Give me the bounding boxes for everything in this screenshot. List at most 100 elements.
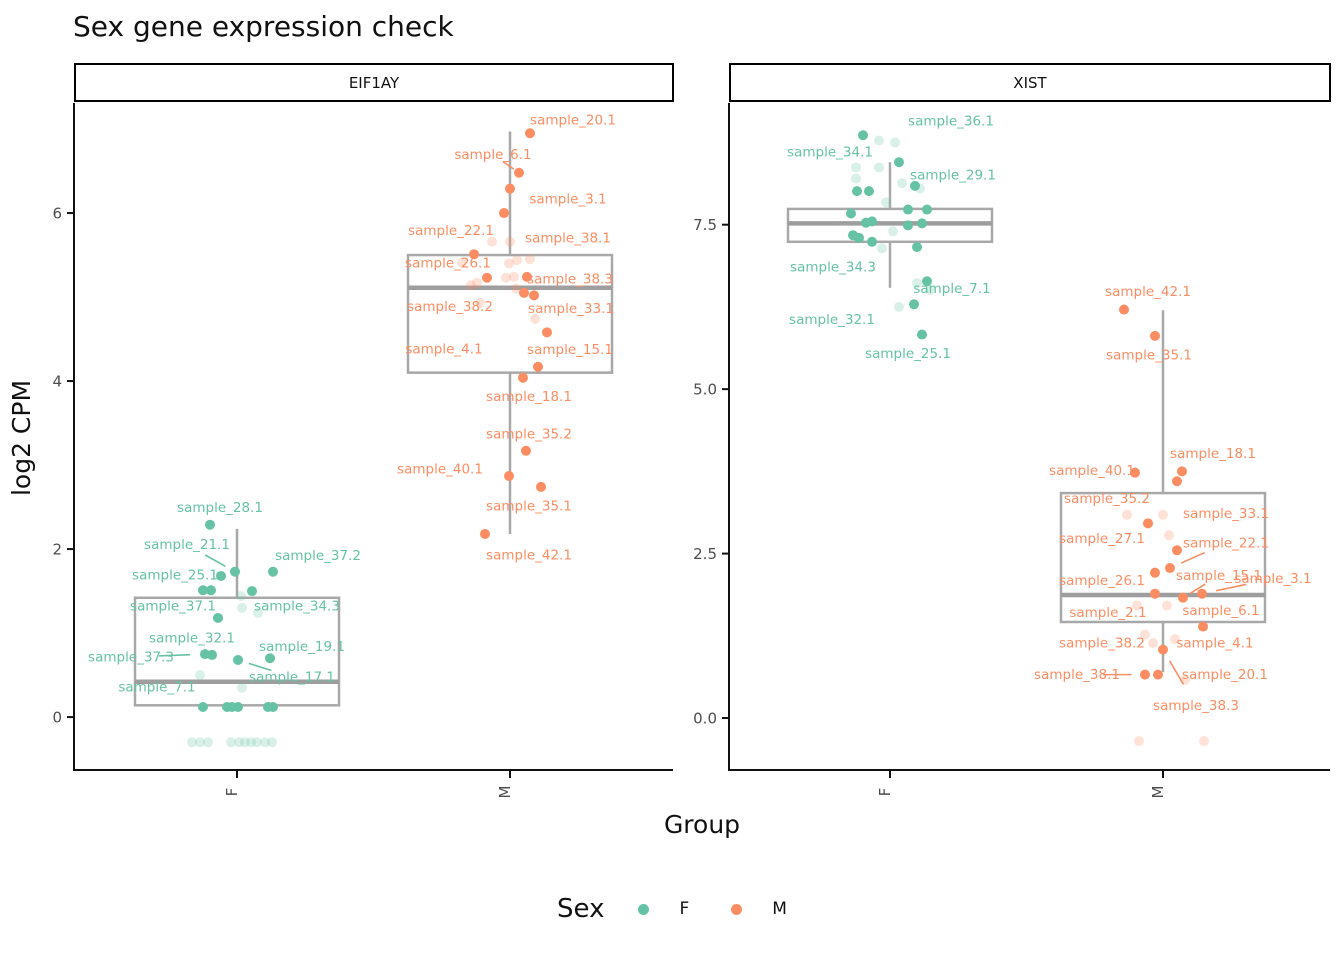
legend-item-m-label: M [772, 899, 787, 919]
point-label: sample_7.1 [118, 679, 195, 695]
data-point [457, 257, 467, 268]
data-point [894, 157, 904, 168]
data-point [1170, 634, 1180, 645]
data-point [1140, 629, 1150, 640]
point-label: sample_35.2 [486, 426, 572, 442]
data-point [514, 167, 524, 178]
data-point [912, 242, 922, 253]
point-label: sample_29.1 [910, 167, 996, 183]
x-tick-label: M [1149, 786, 1167, 799]
point-label: sample_20.1 [1182, 667, 1268, 683]
data-point [912, 278, 922, 289]
data-point [240, 737, 250, 748]
data-point [260, 737, 270, 748]
data-point [888, 226, 898, 237]
data-point [268, 566, 278, 577]
data-point [851, 162, 861, 173]
point-label: sample_2.1 [1069, 605, 1146, 621]
data-point [469, 249, 479, 260]
point-label: sample_35.2 [1064, 491, 1150, 507]
data-point [246, 737, 256, 748]
data-point [917, 218, 927, 229]
chart-title: Sex gene expression check [73, 10, 454, 43]
point-label: sample_42.1 [486, 547, 572, 563]
data-point [1122, 509, 1132, 520]
label-leader-line [1168, 660, 1185, 685]
point-label: sample_37.2 [275, 548, 361, 564]
label-leader-line [1180, 551, 1206, 564]
data-point [854, 232, 864, 243]
data-point [1153, 669, 1163, 680]
data-point [909, 299, 919, 310]
point-label: sample_38.1 [525, 231, 611, 247]
data-point [1134, 736, 1144, 747]
point-label: sample_26.1 [1059, 573, 1145, 589]
data-point [230, 566, 240, 577]
data-point [861, 217, 871, 228]
point-label: sample_40.1 [397, 461, 483, 477]
data-point [536, 481, 546, 492]
point-label: sample_32.1 [149, 630, 235, 646]
data-point [501, 272, 511, 283]
label-leader-line [159, 653, 191, 657]
data-point [1130, 467, 1140, 478]
data-point [851, 173, 861, 184]
point-label: sample_35.1 [486, 498, 572, 514]
data-point [226, 737, 236, 748]
data-point [529, 290, 539, 301]
data-point [1172, 476, 1182, 487]
data-point [472, 277, 482, 288]
legend-item-f-label: F [679, 899, 690, 919]
data-point [519, 287, 529, 298]
data-point [525, 128, 535, 139]
data-point [1197, 588, 1207, 599]
point-label: sample_38.3 [527, 271, 613, 287]
data-point [1150, 567, 1160, 578]
data-point [915, 183, 925, 194]
point-label: sample_22.1 [408, 223, 494, 239]
data-point [897, 178, 907, 189]
data-point [480, 528, 490, 539]
point-label: sample_25.1 [865, 346, 951, 362]
point-label: sample_36.1 [908, 114, 994, 130]
data-point [910, 180, 920, 191]
point-label: sample_21.1 [144, 537, 230, 553]
point-label: sample_17.1 [249, 669, 335, 685]
data-point [253, 607, 263, 618]
data-point [1150, 330, 1160, 341]
data-point [877, 243, 887, 254]
point-label: sample_38.3 [1153, 698, 1239, 714]
x-tick-label: F [876, 788, 894, 797]
data-point [198, 701, 208, 712]
data-point [518, 372, 528, 383]
data-point [1199, 736, 1209, 747]
label-leader-line [1216, 583, 1247, 592]
data-point [216, 570, 226, 581]
data-point [874, 135, 884, 146]
data-point [1158, 644, 1168, 655]
data-point [237, 682, 247, 693]
x-tick-label: M [496, 786, 514, 799]
point-label: sample_4.1 [405, 341, 482, 357]
box [406, 253, 614, 374]
data-point [1177, 466, 1187, 477]
data-point [1165, 563, 1175, 574]
box [1059, 491, 1267, 624]
data-point [922, 204, 932, 215]
data-point [1119, 304, 1129, 315]
y-tick-label: 6 [52, 205, 62, 223]
point-label: sample_38.2 [1059, 636, 1145, 652]
data-point [858, 130, 868, 141]
data-point [881, 197, 891, 208]
y-tick-label: 0 [52, 709, 62, 727]
point-label: sample_3.1 [529, 192, 606, 208]
data-point [922, 276, 932, 287]
point-label: sample_34.1 [787, 145, 873, 161]
data-point [268, 701, 278, 712]
data-point [1140, 669, 1150, 680]
point-label: sample_3.1 [1234, 571, 1311, 587]
data-point [1162, 600, 1172, 611]
x-tick-label: F [223, 788, 241, 797]
data-point [867, 236, 877, 247]
